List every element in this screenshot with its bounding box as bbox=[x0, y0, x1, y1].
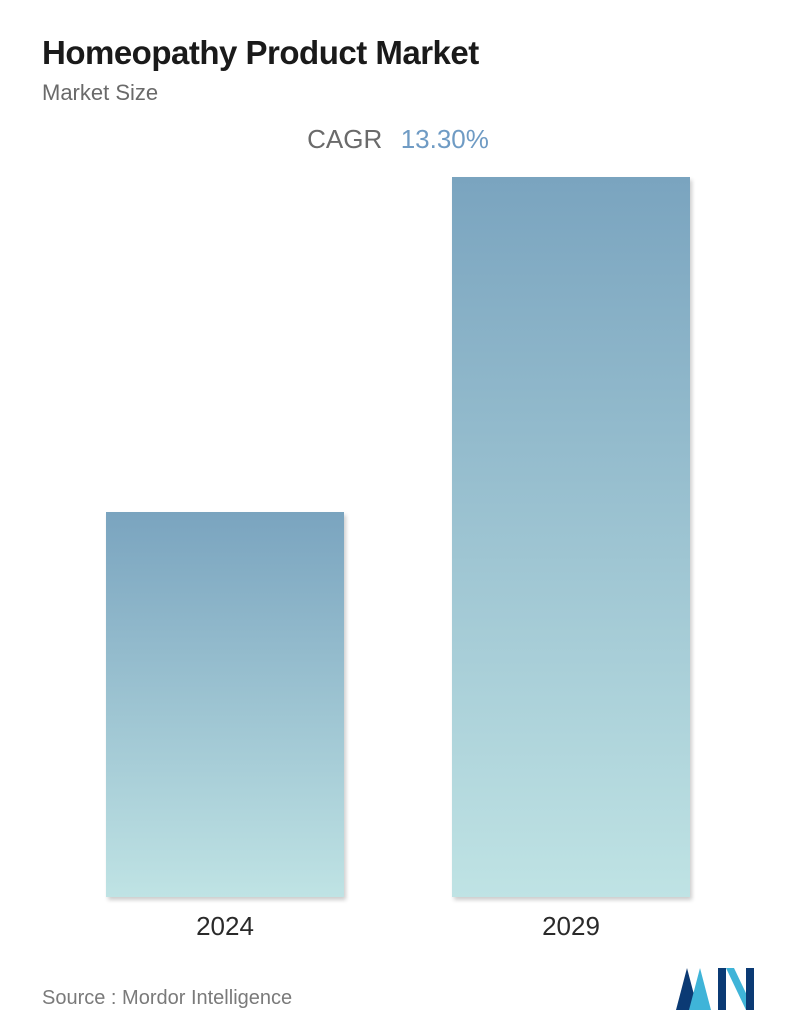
chart-plot-area bbox=[52, 177, 744, 897]
bar-slot bbox=[73, 177, 377, 897]
cagr-value: 13.30% bbox=[401, 124, 489, 154]
x-axis-label: 2029 bbox=[419, 911, 723, 942]
chart-container: Homeopathy Product Market Market Size CA… bbox=[0, 0, 796, 1034]
bar-slot bbox=[419, 177, 723, 897]
x-axis-label: 2024 bbox=[73, 911, 377, 942]
x-axis-labels: 2024 2029 bbox=[52, 911, 744, 942]
chart-subtitle: Market Size bbox=[42, 80, 754, 106]
source-text: Source : Mordor Intelligence bbox=[42, 987, 292, 1010]
mordor-logo-icon bbox=[676, 968, 754, 1010]
chart-title: Homeopathy Product Market bbox=[42, 34, 754, 72]
bar bbox=[106, 512, 343, 897]
chart-footer: Source : Mordor Intelligence bbox=[42, 968, 754, 1014]
cagr-label: CAGR bbox=[307, 124, 382, 154]
cagr-row: CAGR 13.30% bbox=[42, 124, 754, 155]
bars-wrapper bbox=[52, 177, 744, 897]
bar bbox=[452, 177, 689, 897]
